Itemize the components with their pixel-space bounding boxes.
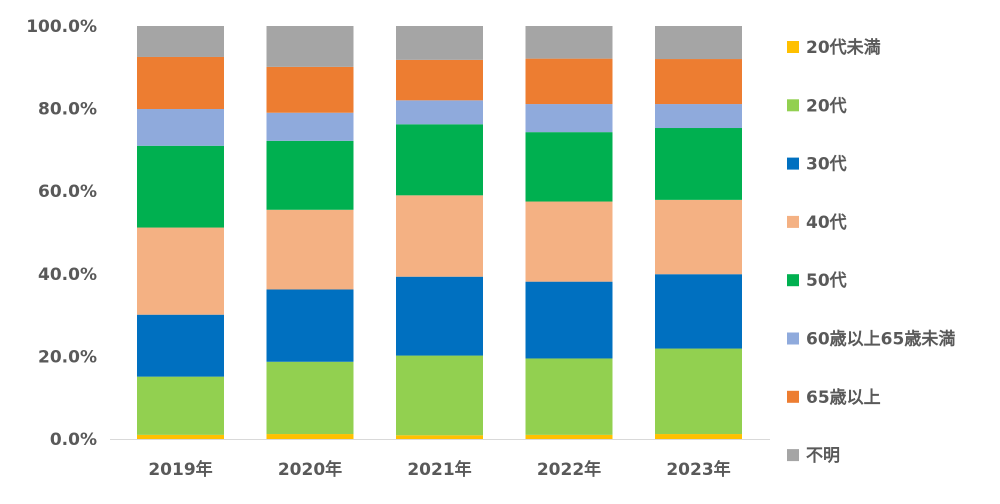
- y-tick-label: 20.0%: [38, 347, 97, 367]
- bar-segment-4-2: [525, 358, 613, 435]
- bar-segment-5-8: [655, 26, 742, 60]
- bar-segment-3-2: [396, 355, 483, 436]
- bar-segment-5-5: [655, 128, 742, 200]
- x-tick-label: 2021年: [407, 459, 471, 480]
- y-axis: 0.0% 20.0% 40.0% 60.0% 80.0% 100.0%: [26, 17, 97, 450]
- bar-segment-3-5: [396, 124, 483, 196]
- bar-segment-1-2: [137, 376, 224, 435]
- bar-segment-3-3: [396, 276, 483, 356]
- legend-label: 20代: [806, 95, 847, 116]
- bar-segment-1-7: [137, 56, 224, 110]
- x-axis: 2019年 2020年 2021年 2022年 2023年: [110, 439, 770, 480]
- legend-label: 40代: [806, 212, 847, 233]
- bar-segment-2-1: [266, 434, 354, 439]
- bar-segment-3-8: [396, 26, 483, 60]
- bar-segment-2-8: [266, 26, 354, 67]
- y-tick-label: 80.0%: [38, 100, 97, 120]
- bar-segment-5-1: [655, 434, 742, 439]
- bar-segment-1-4: [137, 227, 224, 315]
- bar-segment-2-6: [266, 112, 354, 141]
- bar-segment-2-2: [266, 361, 354, 435]
- legend-swatch: [787, 332, 799, 345]
- x-tick-label: 2022年: [537, 459, 601, 480]
- legend-swatch: [787, 157, 799, 170]
- legend-swatch: [787, 449, 799, 462]
- bar-segment-3-6: [396, 100, 483, 125]
- legend-swatch: [787, 215, 799, 228]
- bar-segment-5-2: [655, 348, 742, 435]
- y-tick-label: 60.0%: [38, 182, 97, 202]
- legend-swatch: [787, 274, 799, 287]
- bar-segment-2-5: [266, 140, 354, 210]
- bar-segment-1-1: [137, 434, 224, 439]
- legend-label: 30代: [806, 154, 847, 175]
- legend-label: 50代: [806, 270, 847, 291]
- bar-segment-2-7: [266, 66, 354, 113]
- legend-label: 20代未満: [806, 37, 881, 58]
- bar-segment-4-7: [525, 58, 613, 105]
- bar-segment-2-3: [266, 289, 354, 362]
- y-tick-label: 40.0%: [38, 265, 97, 285]
- bar-segment-1-3: [137, 314, 224, 377]
- bar-segment-1-5: [137, 145, 224, 228]
- bar-segment-3-1: [396, 435, 483, 439]
- bar-segment-3-7: [396, 59, 483, 101]
- bar-segment-5-3: [655, 274, 742, 349]
- x-tick-label: 2020年: [278, 459, 342, 480]
- legend-label: 65歳以上: [806, 387, 881, 408]
- legend-label: 不明: [806, 446, 840, 466]
- bar-segment-5-4: [655, 199, 742, 275]
- bar-segment-3-4: [396, 195, 483, 277]
- bar-segment-1-6: [137, 109, 224, 146]
- bar-segment-4-5: [525, 132, 613, 202]
- bars-layer: [137, 26, 742, 439]
- bar-segment-4-8: [525, 26, 613, 59]
- x-tick-label: 2023年: [666, 459, 730, 480]
- legend-swatch: [787, 390, 799, 403]
- bar-segment-4-3: [525, 281, 613, 359]
- bar-segment-4-4: [525, 201, 613, 282]
- legend-label: 60歳以上65歳未満: [806, 329, 955, 350]
- y-tick-label: 0.0%: [50, 430, 97, 450]
- bar-segment-2-4: [266, 209, 354, 290]
- legend-swatch: [787, 99, 799, 112]
- bar-segment-4-6: [525, 104, 613, 133]
- y-tick-label: 100.0%: [26, 17, 97, 37]
- bar-segment-5-6: [655, 104, 742, 129]
- bar-segment-1-8: [137, 26, 224, 57]
- bar-segment-5-7: [655, 59, 742, 105]
- x-tick-label: 2019年: [148, 459, 212, 480]
- bar-segment-4-1: [525, 434, 613, 439]
- legend-swatch: [787, 41, 799, 53]
